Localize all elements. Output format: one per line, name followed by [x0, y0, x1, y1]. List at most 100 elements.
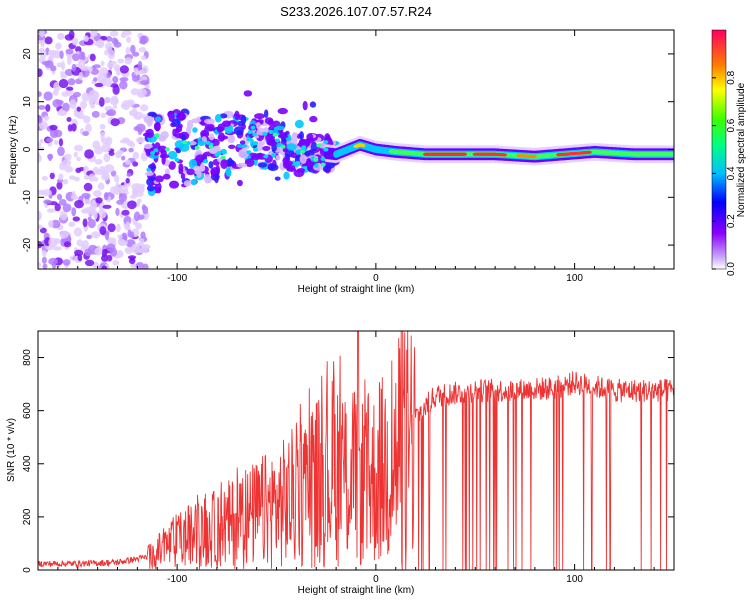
heatmap-blob	[283, 171, 290, 180]
snr-ytick-label-3: 600	[22, 402, 33, 419]
heatmap-blob	[138, 69, 145, 75]
heatmap-blob	[75, 167, 82, 174]
heatmap-blob	[53, 246, 62, 251]
heatmap-blob	[219, 113, 228, 119]
heatmap-blob	[112, 104, 118, 110]
colorbar-tick-label-3: 0.6	[726, 118, 737, 132]
heatmap-blob	[89, 53, 96, 62]
heatmap-blob	[103, 192, 109, 201]
heatmap-blob	[109, 83, 119, 88]
colorbar-gradient	[711, 29, 727, 270]
colorbar-tick-label-0: 0.0	[726, 262, 737, 276]
heatmap-blob	[101, 143, 111, 153]
heatmap-blob	[143, 143, 153, 150]
heatmap-blob	[85, 123, 92, 133]
heatmap-blob	[76, 106, 82, 112]
heatmap-blob	[49, 172, 55, 180]
heatmap-blob	[43, 199, 52, 204]
heatmap-blob	[181, 134, 187, 142]
heatmap-blob	[129, 141, 135, 148]
heatmap-blob	[247, 130, 253, 135]
heatmap-blob	[291, 132, 298, 138]
heatmap-blob	[119, 77, 129, 82]
heatmap-blob	[125, 46, 131, 55]
heatmap-blob	[98, 97, 105, 107]
heatmap-blob	[158, 135, 167, 142]
heatmap-blob	[267, 141, 278, 146]
heatmap-blob	[63, 241, 72, 248]
heatmap-blob	[316, 143, 322, 148]
heatmap-blob	[142, 263, 149, 269]
heatmap-blob	[83, 175, 90, 180]
ridge-inner	[669, 152, 674, 157]
heatmap-blob	[82, 239, 89, 250]
heatmap-blob	[129, 231, 135, 239]
heatmap-blob	[195, 154, 206, 163]
heatmap-blob	[60, 71, 65, 77]
heatmap-blob	[274, 138, 280, 143]
heatmap-blob	[54, 203, 61, 212]
heatmap-blob	[82, 199, 92, 205]
heatmap-blob	[65, 86, 74, 91]
heatmap-blob	[71, 53, 81, 62]
heatmap-blob	[76, 239, 84, 247]
heatmap-blob	[38, 210, 42, 221]
heatmap-blob	[271, 153, 277, 158]
heatmap-blob	[78, 51, 84, 60]
heatmap-blob	[160, 149, 167, 157]
heatmap-blob	[39, 30, 45, 38]
heatmap-blob	[246, 150, 252, 155]
heatmap-blob	[104, 42, 113, 51]
heatmap-blob	[204, 118, 216, 125]
heatmap-blob	[246, 137, 252, 142]
heatmap-blob	[88, 89, 99, 100]
heatmap-blob	[112, 260, 120, 266]
heatmap-blob	[49, 124, 58, 131]
heatmap-blob	[148, 176, 157, 182]
heatmap-blob	[57, 32, 65, 41]
heatmap-blob	[295, 160, 301, 165]
heatmap-blob	[82, 208, 89, 214]
heatmap-blob	[194, 145, 200, 150]
heatmap-blob	[299, 154, 307, 165]
heatmap-blob	[257, 162, 268, 168]
heatmap-blob	[210, 169, 217, 177]
heatmap-blob	[44, 36, 53, 45]
heatmap-blob	[116, 249, 124, 258]
heatmap-blob	[97, 209, 107, 219]
ridge-hotspot	[360, 144, 366, 148]
heatmap-blob	[93, 77, 98, 82]
heatmap-blob	[113, 41, 122, 48]
heatmap-blob	[42, 189, 52, 196]
heatmap-blob	[236, 162, 248, 168]
heatmap-blob	[104, 49, 109, 56]
heatmap-blob	[280, 144, 286, 149]
heatmap-blob	[58, 198, 67, 206]
heatmap-blob	[91, 110, 100, 118]
heatmap-blob	[62, 259, 71, 266]
heatmap-blob	[183, 180, 192, 187]
heatmap-blob	[238, 148, 250, 159]
ridge-hotspot	[531, 155, 537, 159]
heatmap-blob	[135, 136, 146, 144]
heatmap-blob	[78, 71, 84, 81]
heatmap-blob	[178, 168, 184, 175]
heatmap-blob	[62, 102, 70, 112]
heatmap-blob	[58, 138, 64, 147]
heatmap-blob	[48, 257, 58, 266]
heatmap-blob	[141, 204, 147, 211]
heatmap-blob	[220, 159, 228, 170]
heatmap-blob	[64, 153, 72, 161]
heatmap-blob	[221, 150, 227, 155]
heatmap-blob	[117, 238, 126, 246]
heatmap-blob	[92, 190, 102, 197]
heatmap-blob	[88, 66, 93, 73]
heatmap-blob	[58, 78, 69, 89]
spec-ytick-label-2: 0	[22, 146, 33, 152]
heatmap-blob	[94, 247, 103, 256]
heatmap-blob	[115, 67, 121, 76]
heatmap-blob	[132, 161, 139, 167]
heatmap-blob	[122, 137, 130, 143]
